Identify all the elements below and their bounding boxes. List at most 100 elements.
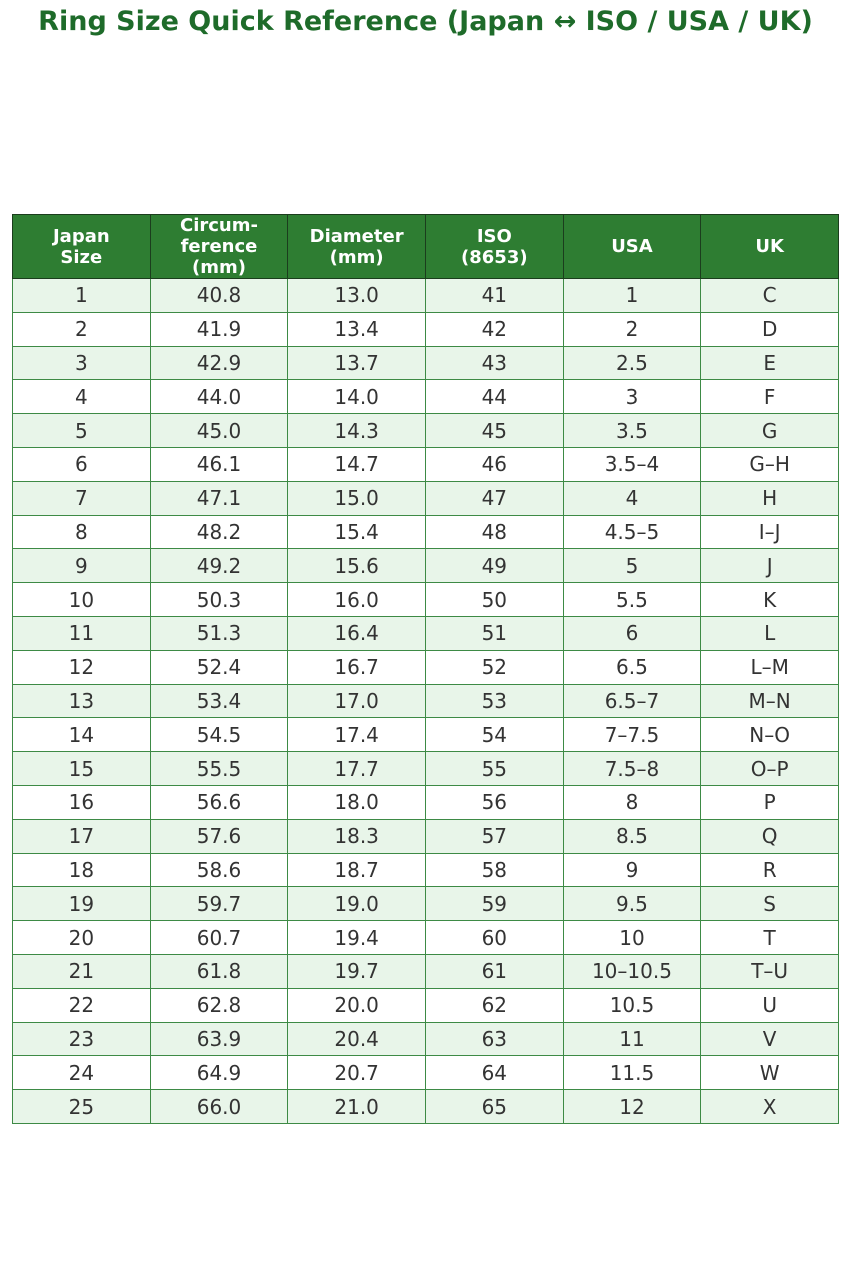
header-line: (8653)	[461, 246, 528, 268]
table-cell: 65	[424, 1089, 564, 1124]
table-cell: T	[700, 920, 839, 955]
table-row: 1 40.8 13.0 41 1 C	[12, 278, 839, 313]
table-cell: K	[700, 582, 839, 617]
table-cell: L–M	[700, 649, 839, 685]
table-cell: 15.4	[287, 514, 426, 550]
table-row: 18 58.6 18.7 58 9 R	[12, 852, 839, 888]
table-cell: 14	[12, 717, 151, 753]
table-cell: 57.6	[149, 818, 289, 854]
table-cell: 3.5–4	[562, 446, 702, 482]
title: Ring Size Quick Reference (Japan ↔ ISO /…	[38, 6, 813, 37]
table-header: Japan Size Circum-ference (mm) Diameter (mm) I…	[12, 214, 839, 279]
table-cell: 21	[12, 953, 151, 989]
table-cell: 5.5	[562, 582, 702, 617]
table-row: 2 41.9 13.4 42 2 D	[12, 311, 839, 347]
table-cell: 61	[424, 953, 564, 989]
table-cell: 46.1	[149, 446, 289, 482]
table-cell: 58	[424, 852, 564, 888]
table-cell: 8	[12, 514, 151, 550]
table-cell: 64.9	[149, 1055, 289, 1091]
table-cell: V	[700, 1021, 839, 1057]
table-cell: 49.2	[149, 548, 289, 584]
table-cell: 11.5	[562, 1055, 702, 1091]
table-cell: 51	[424, 615, 564, 651]
table-cell: 15	[12, 751, 151, 786]
table-cell: 15.6	[287, 548, 426, 584]
header-line: Diameter	[309, 225, 404, 247]
table-cell: 59.7	[149, 886, 289, 922]
table-cell: 54	[424, 717, 564, 753]
table-cell: 55	[424, 751, 564, 786]
table-cell: 63.9	[149, 1021, 289, 1057]
header-line: Size	[60, 246, 103, 268]
table-cell: 16.7	[287, 649, 426, 685]
table-cell: 60	[424, 920, 564, 955]
table-cell: X	[700, 1089, 839, 1124]
column-header: Japan Size	[12, 214, 151, 279]
table-cell: 13.7	[287, 345, 426, 381]
table-cell: 19.4	[287, 920, 426, 955]
table-cell: 8.5	[562, 818, 702, 854]
header-line: Japan	[52, 225, 110, 247]
header-line: Circum-	[180, 215, 258, 236]
table-cell: 47.1	[149, 480, 289, 516]
table-row: 7 47.1 15.0 47 4 H	[12, 480, 839, 516]
header-line: (mm)	[192, 257, 246, 278]
table-cell: 3.5	[562, 413, 702, 448]
table-cell: 1	[12, 278, 151, 313]
table-cell: 51.3	[149, 615, 289, 651]
column-header: Diameter (mm)	[287, 214, 426, 279]
table-cell: 6	[12, 446, 151, 482]
table-cell: 19.0	[287, 886, 426, 922]
table-cell: 50.3	[149, 582, 289, 617]
table-cell: 20.0	[287, 987, 426, 1023]
table-cell: 44	[424, 379, 564, 415]
table-cell: 21.0	[287, 1089, 426, 1124]
table-cell: 55.5	[149, 751, 289, 786]
table-row: 16 56.6 18.0 56 8 P	[12, 784, 839, 820]
table-cell: 7	[12, 480, 151, 516]
table-cell: 20.7	[287, 1055, 426, 1091]
table-cell: 2.5	[562, 345, 702, 381]
table-cell: 16	[12, 784, 151, 820]
table-cell: 42	[424, 311, 564, 347]
ring-size-table: Japan Size Circum-ference (mm) Diameter (mm) I…	[12, 214, 839, 1124]
table-cell: I–J	[700, 514, 839, 550]
table-cell: 7.5–8	[562, 751, 702, 786]
table-row: 11 51.3 16.4 51 6 L	[12, 615, 839, 651]
table-cell: D	[700, 311, 839, 347]
table-cell: 48.2	[149, 514, 289, 550]
table-cell: F	[700, 379, 839, 415]
table-cell: 17.4	[287, 717, 426, 753]
table-cell: 18	[12, 852, 151, 888]
table-cell: 58.6	[149, 852, 289, 888]
table-cell: 1	[562, 278, 702, 313]
table-cell: 14.3	[287, 413, 426, 448]
table-row: 24 64.9 20.7 64 11.5 W	[12, 1055, 839, 1091]
table-cell: 66.0	[149, 1089, 289, 1124]
table-cell: 12	[12, 649, 151, 685]
table-cell: G–H	[700, 446, 839, 482]
table-row: 5 45.0 14.3 45 3.5 G	[12, 413, 839, 448]
table-cell: 9	[562, 852, 702, 888]
header-line: ISO	[476, 225, 512, 247]
table-cell: 18.7	[287, 852, 426, 888]
table-cell: 6	[562, 615, 702, 651]
table-cell: 41	[424, 278, 564, 313]
header-line: UK	[755, 236, 784, 257]
column-header: Circum-ference (mm)	[149, 214, 289, 279]
table-cell: 10–10.5	[562, 953, 702, 989]
table-cell: N–O	[700, 717, 839, 753]
table-cell: 10	[12, 582, 151, 617]
table-cell: 3	[562, 379, 702, 415]
table-row: 21 61.8 19.7 61 10–10.5 T–U	[12, 953, 839, 989]
table-cell: 13.0	[287, 278, 426, 313]
table-row: 3 42.9 13.7 43 2.5 E	[12, 345, 839, 381]
header-line: ference	[180, 236, 258, 257]
header-line: USA	[611, 236, 653, 257]
table-cell: 13.4	[287, 311, 426, 347]
table-cell: 9.5	[562, 886, 702, 922]
table-cell: 22	[12, 987, 151, 1023]
table-row: 15 55.5 17.7 55 7.5–8 O–P	[12, 751, 839, 786]
